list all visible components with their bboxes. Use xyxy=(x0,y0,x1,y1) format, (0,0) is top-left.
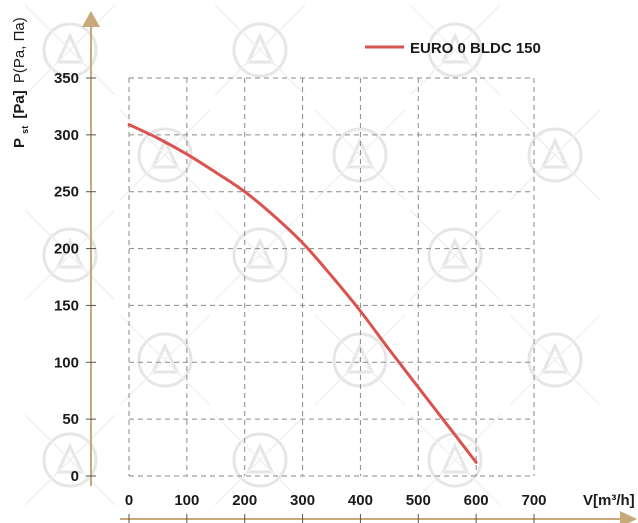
y-tick-label: 0 xyxy=(71,468,79,485)
series-layer xyxy=(127,123,478,464)
y-axis-title: P st [Pa] P(Pa, Па) xyxy=(11,17,32,148)
axes xyxy=(82,11,637,523)
tick-labels: 0 100 200 300 400 500 600 700 0 50 100 150 200 250 300… xyxy=(54,70,547,509)
y-tick-label: 200 xyxy=(54,241,79,258)
x-tick-label: 300 xyxy=(290,492,315,509)
y-axis-title-alt: P(Pa, Па) xyxy=(11,17,28,83)
x-axis-title: V[m³/h] xyxy=(583,492,635,509)
y-tick-label: 250 xyxy=(54,184,79,201)
watermark-logo-icon xyxy=(24,209,116,301)
x-tick-label: 200 xyxy=(232,492,257,509)
watermark-logo-icon xyxy=(119,109,211,201)
y-axis-arrow-icon xyxy=(82,11,100,27)
watermark-logo-icon xyxy=(214,4,306,96)
y-tick-label: 300 xyxy=(54,127,79,144)
y-axis-title-unit: [Pa] xyxy=(11,90,28,118)
watermark-logo-icon xyxy=(509,314,601,406)
series-line xyxy=(127,123,478,464)
x-tick-label: 700 xyxy=(521,492,546,509)
watermark-logo-icon xyxy=(119,314,211,406)
y-tick-label: 100 xyxy=(54,354,79,371)
x-tick-label: 400 xyxy=(348,492,373,509)
legend-label: EURO 0 BLDC 150 xyxy=(410,40,541,57)
watermark-logo-icon xyxy=(509,109,601,201)
watermark-logo-icon xyxy=(214,209,306,301)
x-tick-label: 500 xyxy=(406,492,431,509)
x-tick-label: 0 xyxy=(125,492,133,509)
grid xyxy=(128,77,535,477)
x-tick-label: 100 xyxy=(174,492,199,509)
legend: EURO 0 BLDC 150 xyxy=(365,40,541,57)
watermark-logo-icon xyxy=(409,414,501,506)
watermark-logo-icon xyxy=(409,4,501,96)
svg-text:P st [Pa] P(: P st [Pa] P(Pa, Па) xyxy=(11,17,32,148)
y-axis-title-main: P xyxy=(11,138,28,148)
x-tick-label: 600 xyxy=(464,492,489,509)
watermark-logo-icon xyxy=(24,4,116,96)
y-tick-label: 50 xyxy=(62,411,79,428)
x-axis-arrow-icon xyxy=(620,511,637,523)
y-tick-label: 150 xyxy=(54,297,79,314)
watermark-layer xyxy=(24,4,601,506)
watermark-logo-icon xyxy=(214,414,306,506)
y-axis-title-sub: st xyxy=(20,126,30,134)
watermark-logo-icon xyxy=(24,414,116,506)
watermark-logo-icon xyxy=(409,209,501,301)
y-tick-label: 350 xyxy=(54,70,79,87)
